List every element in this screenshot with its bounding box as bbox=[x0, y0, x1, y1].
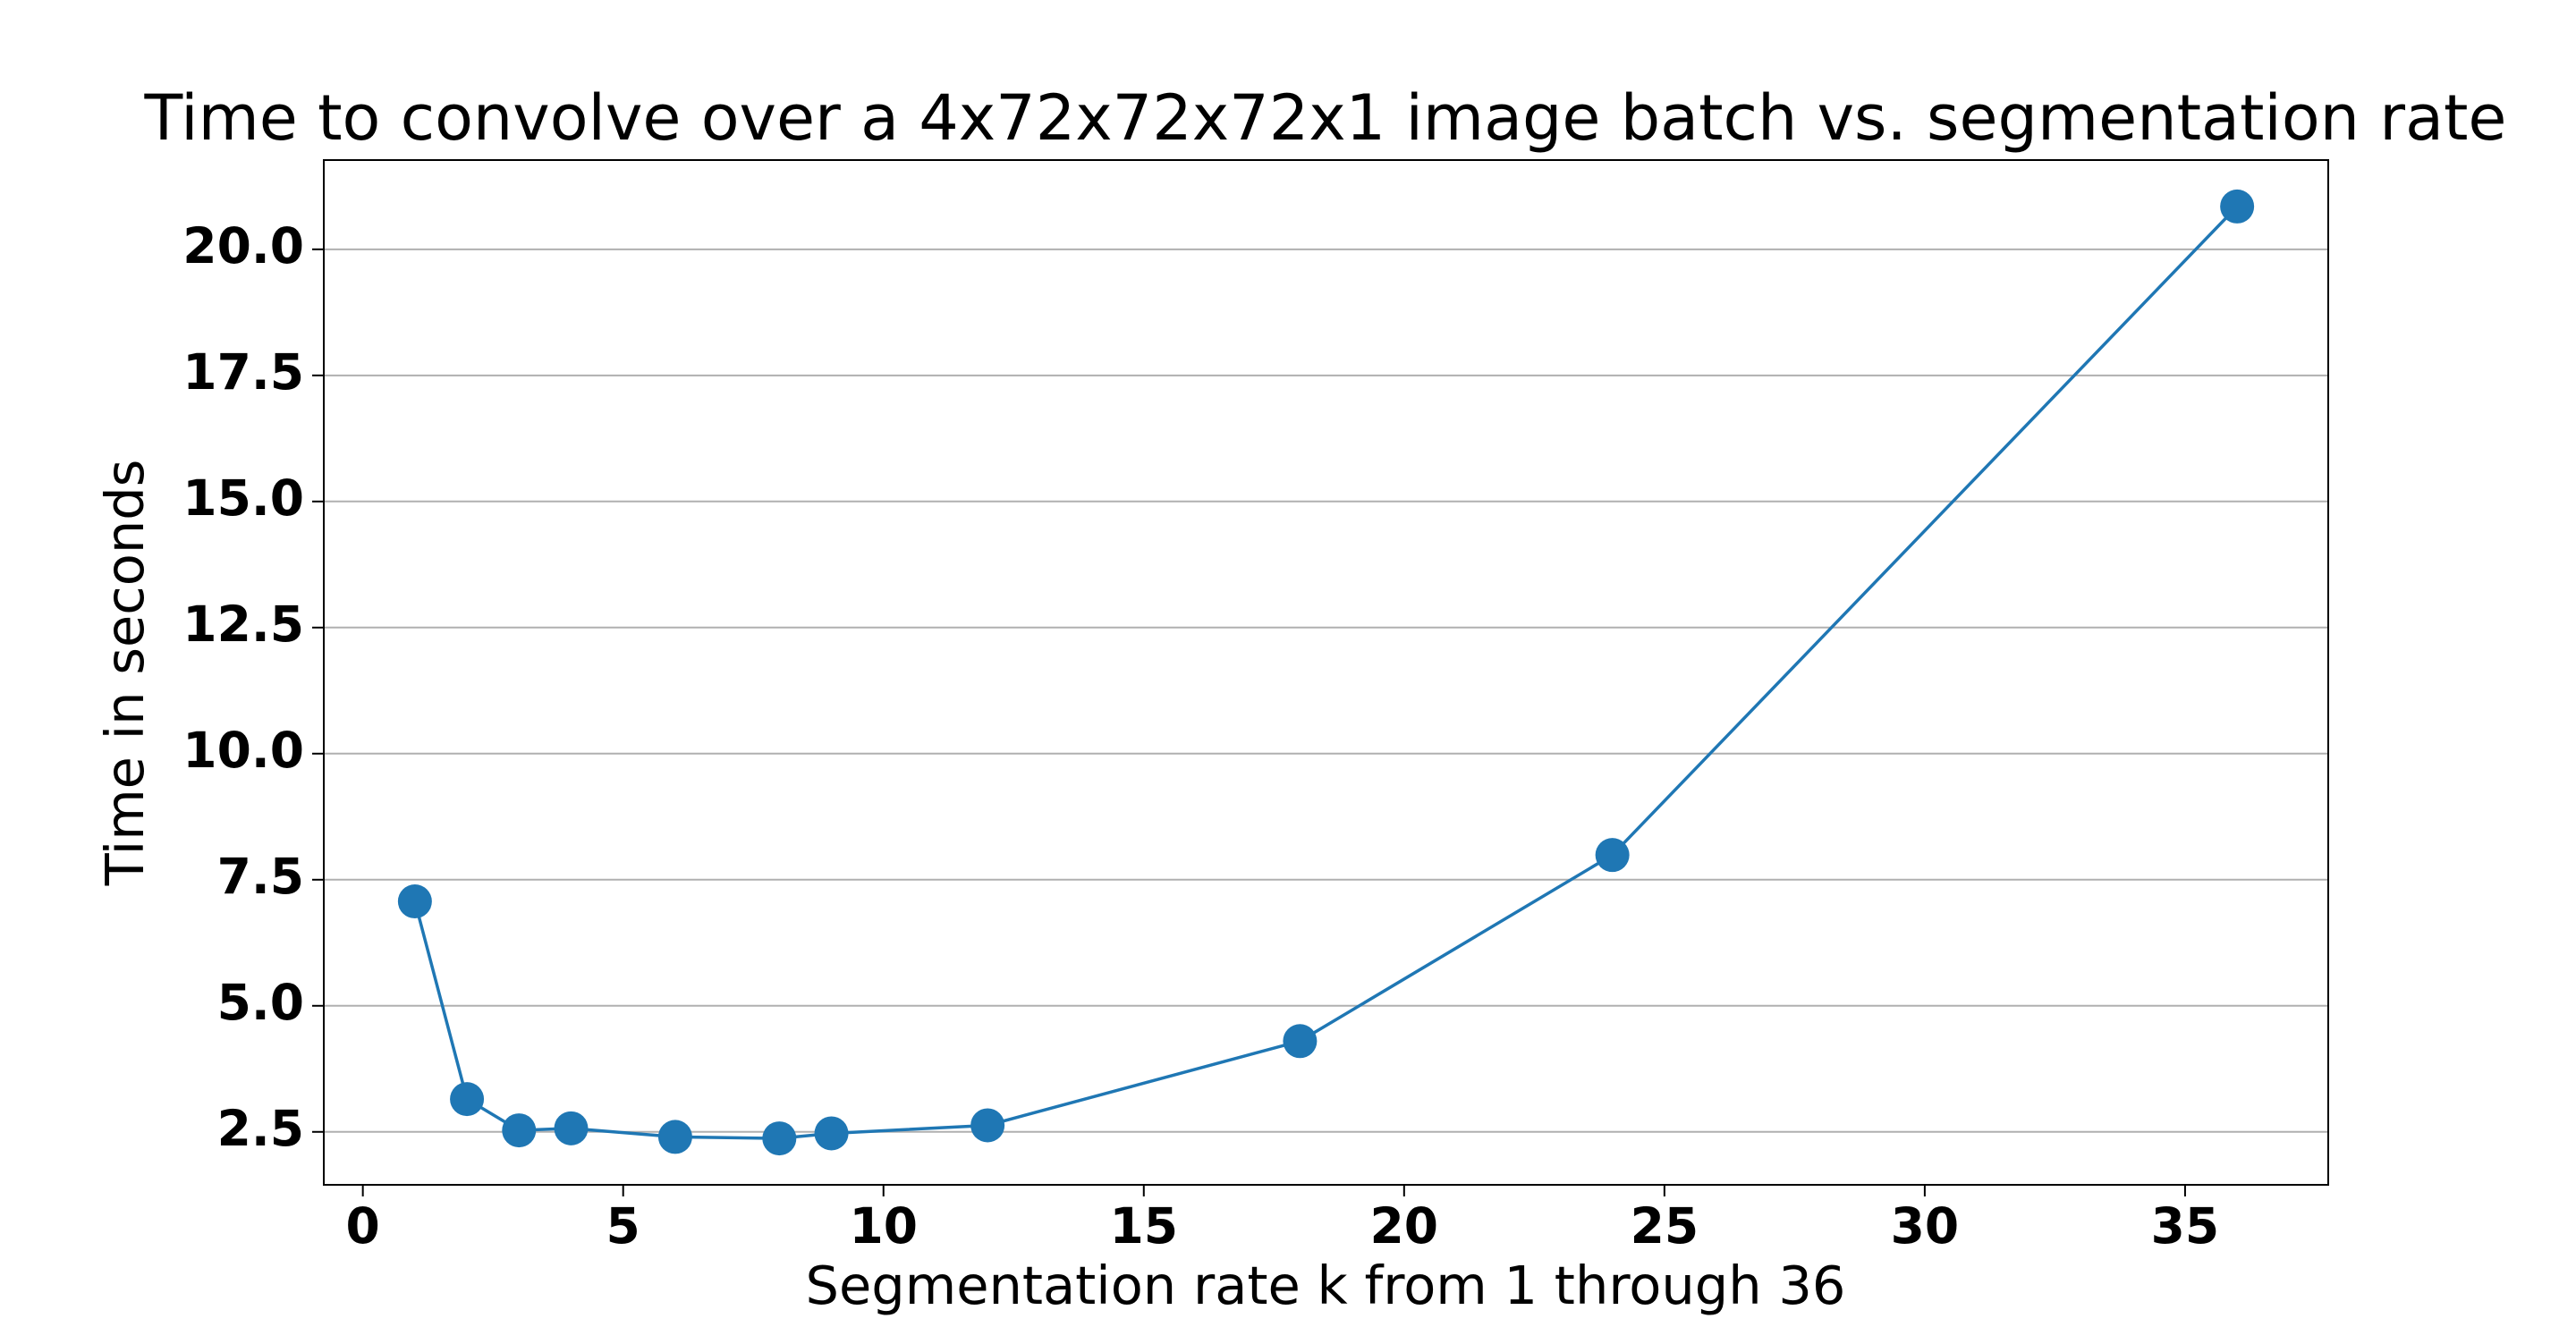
y-tick-label: 5.0 bbox=[217, 974, 304, 1031]
marker bbox=[502, 1113, 537, 1148]
y-axis-label: Time in seconds bbox=[94, 460, 156, 887]
x-tick-label: 20 bbox=[1370, 1197, 1439, 1255]
marker bbox=[970, 1108, 1005, 1143]
y-tick-label: 12.5 bbox=[182, 596, 304, 653]
marker bbox=[814, 1116, 849, 1151]
marker bbox=[554, 1111, 589, 1145]
x-tick-label: 30 bbox=[1891, 1197, 1960, 1255]
marker bbox=[397, 884, 432, 919]
marker bbox=[1283, 1024, 1318, 1059]
marker bbox=[450, 1082, 485, 1117]
marker bbox=[2220, 189, 2255, 224]
y-tick-label: 7.5 bbox=[217, 848, 304, 905]
y-tick-label: 17.5 bbox=[182, 343, 304, 401]
y-tick-label: 2.5 bbox=[217, 1100, 304, 1157]
y-tick-label: 15.0 bbox=[182, 469, 304, 527]
marker bbox=[762, 1121, 797, 1156]
x-tick-label: 5 bbox=[606, 1197, 640, 1255]
x-tick-label: 15 bbox=[1109, 1197, 1178, 1255]
chart-title: Time to convolve over a 4x72x72x72x1 ima… bbox=[144, 81, 2507, 155]
marker bbox=[657, 1120, 692, 1154]
y-tick-label: 10.0 bbox=[182, 722, 304, 779]
x-axis-label: Segmentation rate k from 1 through 36 bbox=[806, 1255, 1846, 1316]
marker bbox=[1595, 838, 1630, 873]
x-tick-label: 10 bbox=[849, 1197, 918, 1255]
x-tick-label: 25 bbox=[1631, 1197, 1699, 1255]
x-tick-label: 0 bbox=[346, 1197, 380, 1255]
x-tick-label: 35 bbox=[2151, 1197, 2220, 1255]
plot-frame bbox=[323, 159, 2329, 1186]
y-tick-label: 20.0 bbox=[182, 217, 304, 275]
